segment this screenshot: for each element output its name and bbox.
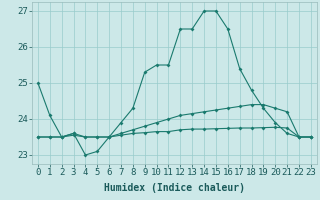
X-axis label: Humidex (Indice chaleur): Humidex (Indice chaleur): [104, 183, 245, 193]
